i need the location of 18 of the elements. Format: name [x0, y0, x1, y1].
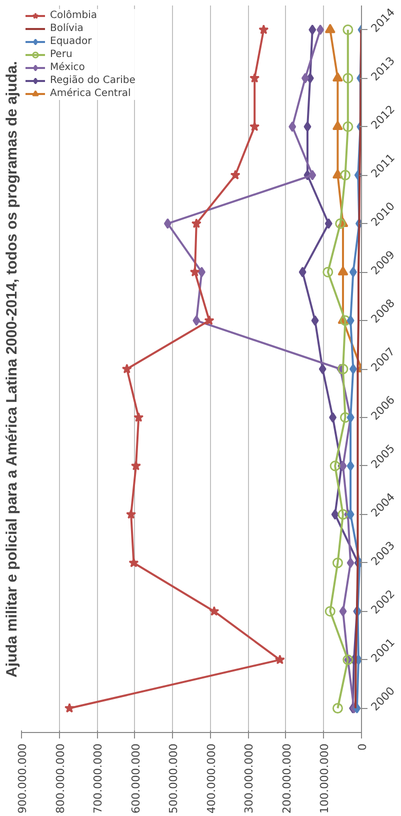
legend-label: Colômbia — [50, 9, 97, 22]
legend-label: Peru — [50, 48, 72, 61]
legend-label: Bolívia — [50, 22, 84, 35]
x-tick-label: 200.000.000 — [280, 743, 294, 814]
x-tick-label: 500.000.000 — [167, 743, 180, 814]
x-tick-label: 100.000.000 — [318, 743, 332, 814]
legend-label: México — [50, 61, 85, 74]
x-tick-label: 700.000.000 — [92, 743, 105, 814]
x-tick-label: 0 — [356, 744, 369, 750]
legend-label: Equador — [50, 35, 92, 48]
x-tick-label: 400.000.000 — [204, 743, 218, 814]
legend-label: América Central — [50, 87, 131, 100]
x-tick-label: 900.000.000 — [16, 743, 29, 814]
legend-label: Região do Caribe — [50, 74, 136, 87]
x-tick-label: 600.000.000 — [129, 743, 142, 814]
x-tick-label: 800.000.000 — [54, 743, 67, 814]
x-tick-label: 300.000.000 — [242, 743, 256, 814]
text: Ajuda militar e policial para a América Latina 2000-2014, todos os programas de ajuda. — [4, 61, 20, 678]
